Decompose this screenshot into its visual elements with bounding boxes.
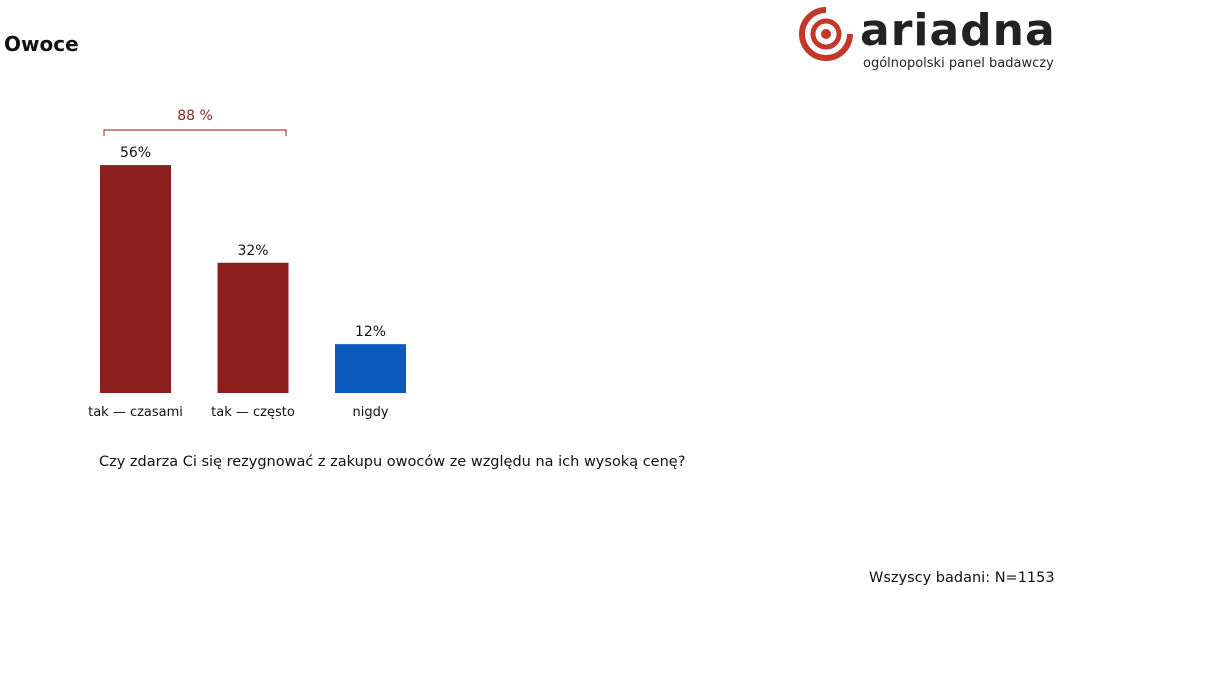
bar-2 bbox=[335, 344, 406, 393]
bar-0 bbox=[100, 165, 171, 393]
logo-wordmark: ariadna bbox=[860, 5, 1056, 56]
bracket-label: 88 % bbox=[177, 108, 213, 124]
bar-chart: 88 % 56% tak — czasami 32% tak — często 12% n… bbox=[88, 108, 406, 420]
bar-1 bbox=[217, 262, 289, 393]
bracket-line bbox=[103, 129, 287, 136]
logo-subtitle: ogólnopolski panel badawczy bbox=[863, 56, 1054, 71]
ariadna-logo-icon bbox=[799, 7, 853, 61]
category-label-1: tak — często bbox=[211, 405, 295, 420]
question-text: Czy zdarza Ci się rezygnować z zakupu ow… bbox=[99, 454, 686, 470]
page-title: Owoce bbox=[4, 32, 79, 56]
value-label-1: 32% bbox=[237, 243, 268, 259]
category-label-0: tak — czasami bbox=[88, 405, 183, 420]
bracket: 88 % bbox=[103, 108, 287, 136]
sample-note: Wszyscy badani: N=1153 bbox=[869, 570, 1055, 586]
category-label-2: nigdy bbox=[352, 405, 388, 420]
value-label-0: 56% bbox=[120, 145, 151, 161]
value-label-2: 12% bbox=[355, 324, 386, 340]
